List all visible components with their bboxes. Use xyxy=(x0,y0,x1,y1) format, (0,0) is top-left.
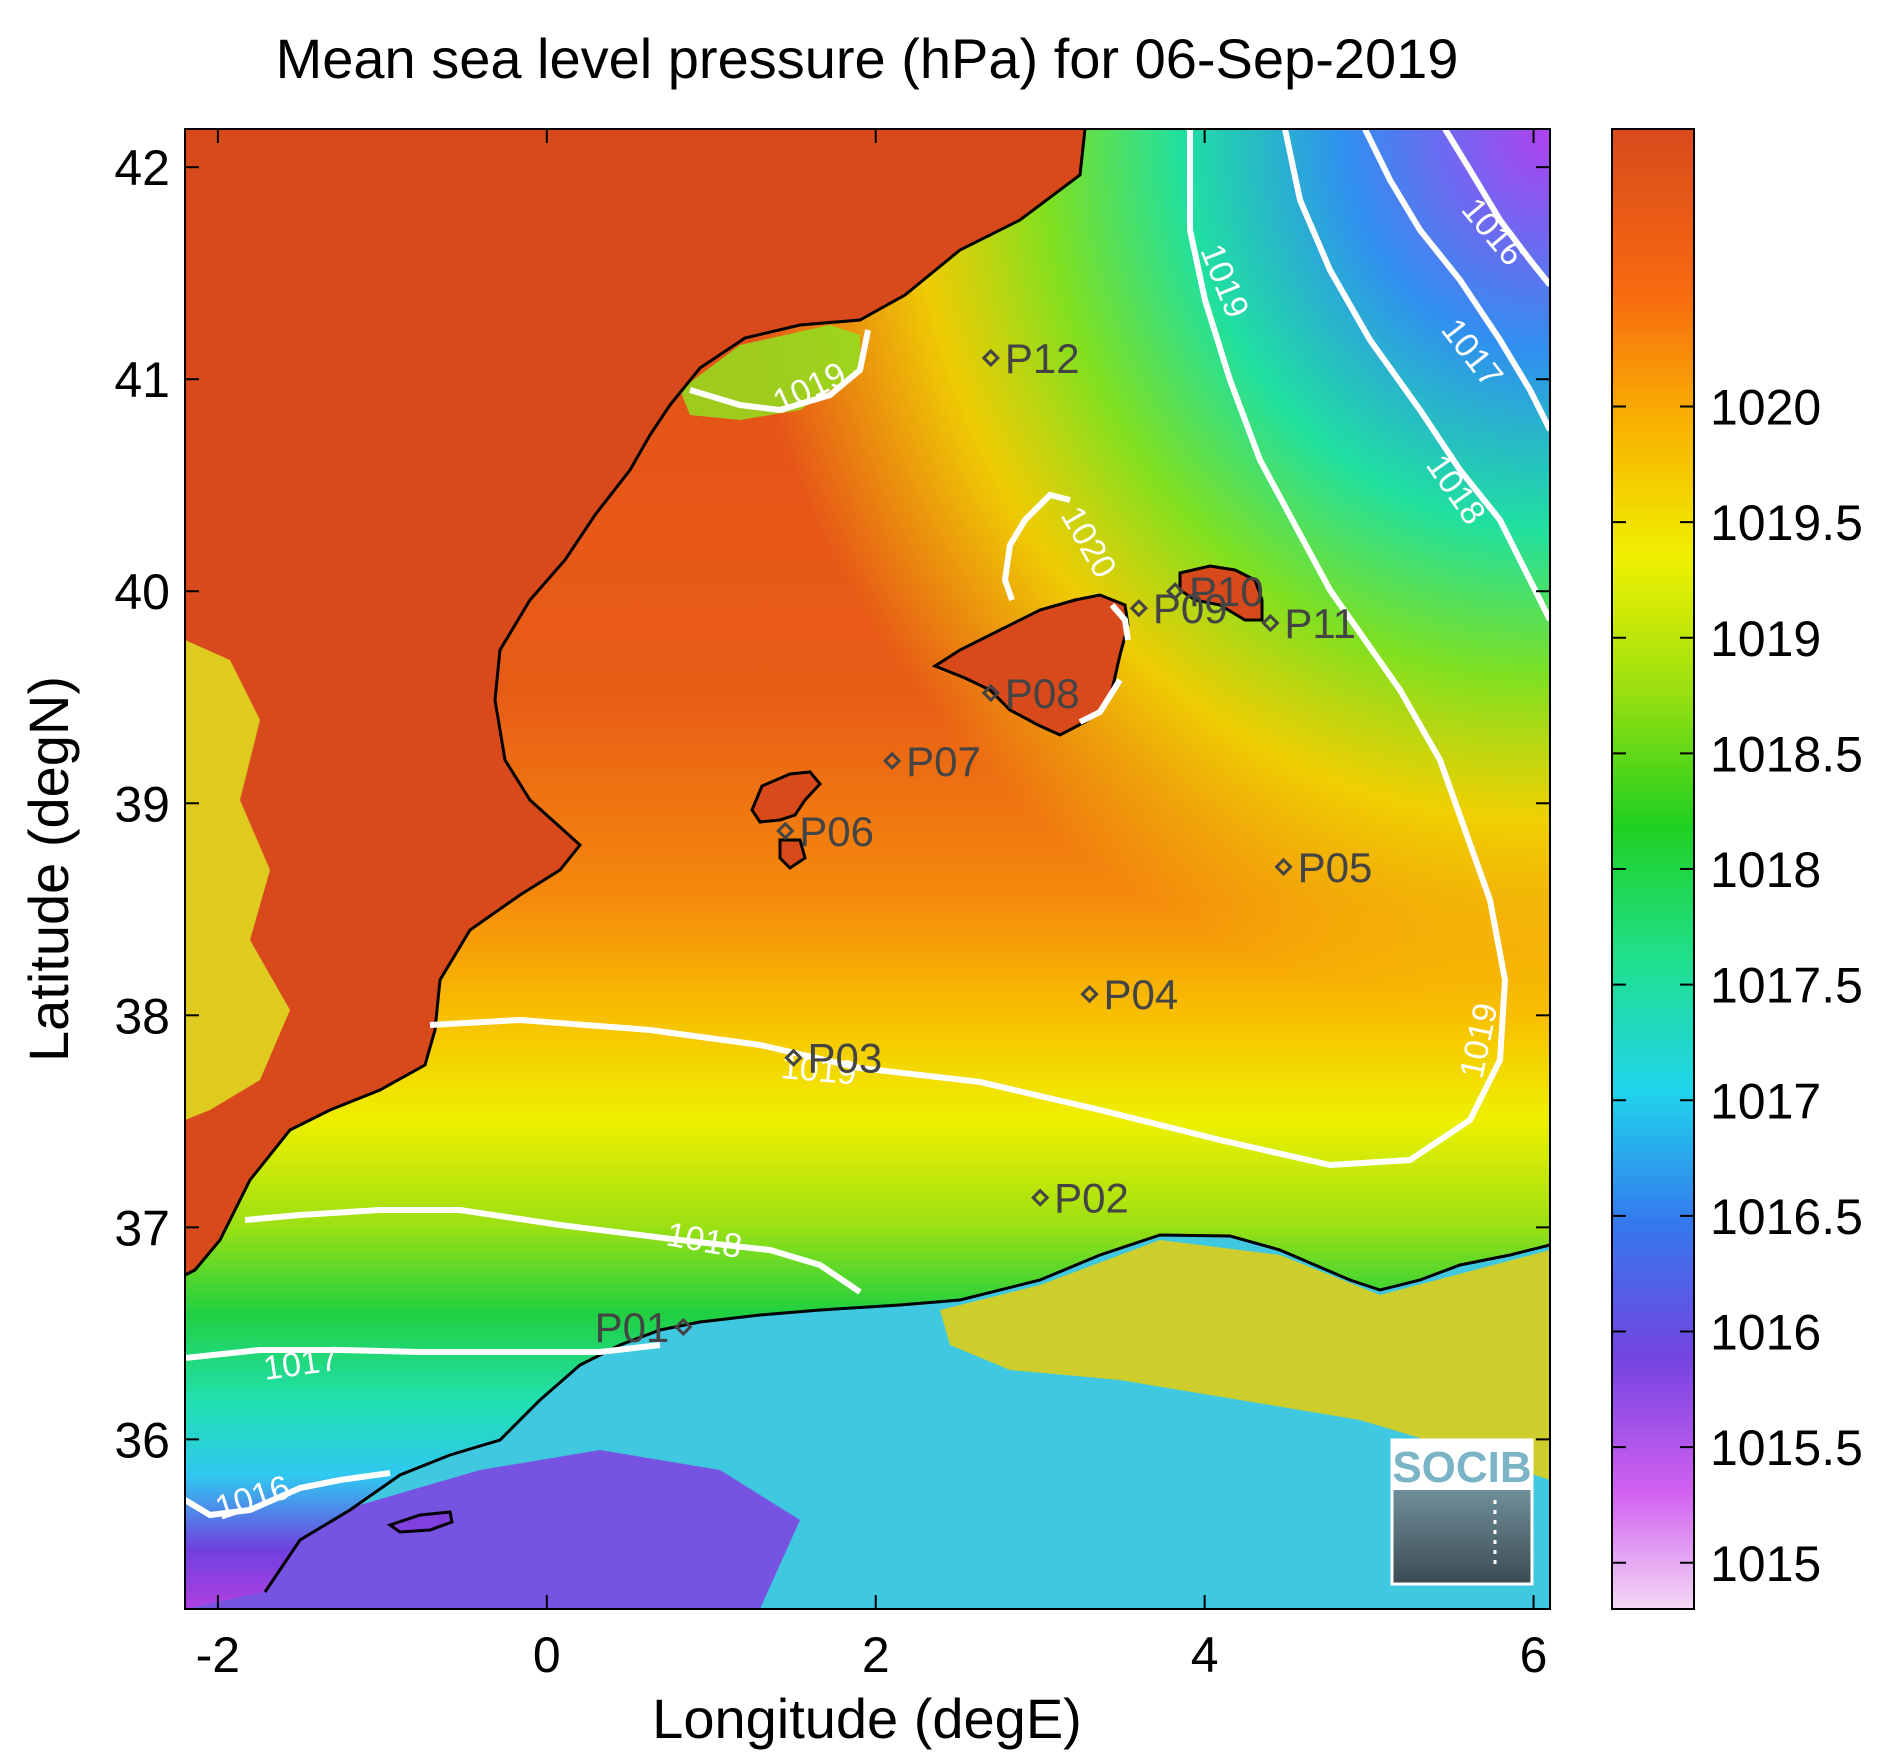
station-label: P06 xyxy=(799,808,874,855)
x-tick-label: 6 xyxy=(1520,1627,1548,1683)
station-marker xyxy=(1129,599,1148,618)
ibiza-island xyxy=(750,770,823,824)
iberia-land xyxy=(185,129,1085,1275)
iberia-coastal-yellow xyxy=(185,640,290,1120)
colorbar: 1015 1015.5 1016 1016.5 1017 1017.5 1018 1018.5… xyxy=(1611,128,1863,1610)
station-marker xyxy=(784,1048,803,1067)
map-title: Mean sea level pressure (hPa) for 06-Sep… xyxy=(276,27,1459,90)
station-label: P01 xyxy=(595,1304,670,1351)
station-label: P08 xyxy=(1005,670,1080,717)
socib-logo: SOCIB xyxy=(1390,1438,1534,1586)
x-axis-title: Longitude (degE) xyxy=(652,1687,1082,1750)
y-tick-label: 40 xyxy=(114,564,170,620)
colorbar-tick-label: 1016.5 xyxy=(1710,1189,1863,1245)
menorca-island xyxy=(1178,564,1264,622)
x-tick-label: 2 xyxy=(862,1627,890,1683)
isobar-1016-east xyxy=(1442,129,1550,287)
station-marker xyxy=(776,821,795,840)
isobar-1016-south xyxy=(185,1470,391,1519)
colorbar-ticks: 1015 1015.5 1016 1016.5 1017 1017.5 1018 1018.5… xyxy=(1612,380,1863,1592)
y-axis-title: Latitude (degN) xyxy=(17,676,80,1062)
alboran-island xyxy=(386,1510,454,1534)
station-marker xyxy=(1080,984,1099,1004)
station-marker xyxy=(981,348,1000,368)
colorbar-tick-label: 1016 xyxy=(1710,1305,1821,1361)
colorbar-tick-label: 1015.5 xyxy=(1710,1420,1863,1476)
station-marker xyxy=(1031,1188,1050,1207)
station-label: P10 xyxy=(1189,568,1264,615)
ebro-green xyxy=(680,325,860,420)
contour-label: 1019 xyxy=(779,1048,858,1092)
isobar-1019-west xyxy=(429,129,1509,1169)
station-label: P05 xyxy=(1298,844,1373,891)
x-tick-label: -2 xyxy=(196,1627,240,1683)
colorbar-tick-label: 1017.5 xyxy=(1710,958,1863,1014)
station-marker xyxy=(1165,582,1185,601)
colorbar-tick-label: 1017 xyxy=(1710,1073,1821,1129)
y-tick-label: 42 xyxy=(114,140,170,196)
station-marker xyxy=(1274,857,1293,877)
pressure-field: 1016 1016 1017 1017 1018 1018 1019 1019 … xyxy=(185,129,1550,1609)
y-tick-label: 39 xyxy=(114,776,170,832)
y-tick-label: 41 xyxy=(114,352,170,408)
station-label: P11 xyxy=(1284,600,1356,647)
isobar-1017-east xyxy=(1362,129,1550,432)
logo-text: SOCIB xyxy=(1392,1443,1531,1492)
isobar-1018-south xyxy=(244,1207,862,1295)
isobar-contours xyxy=(185,129,1550,1519)
isobar-1017-south xyxy=(185,1342,661,1361)
station-marker xyxy=(883,751,902,770)
y-tick-label: 38 xyxy=(114,988,170,1044)
isobar-1020 xyxy=(1001,491,1131,725)
africa-coastline xyxy=(263,1233,1550,1593)
colorbar-tick-label: 1019 xyxy=(1710,611,1821,667)
africa-east-warm xyxy=(940,1240,1550,1480)
station-label: P12 xyxy=(1005,335,1080,382)
station-marker xyxy=(1261,613,1280,633)
station-label: P02 xyxy=(1054,1175,1129,1222)
station-label: P09 xyxy=(1153,585,1228,632)
x-axis-ticks: -2 0 2 4 6 xyxy=(196,129,1548,1683)
colorbar-tick-label: 1018 xyxy=(1710,842,1821,898)
africa-west-purple xyxy=(185,1450,800,1609)
y-tick-label: 37 xyxy=(114,1200,170,1256)
station-label: P04 xyxy=(1104,971,1179,1018)
formentera-island xyxy=(778,838,807,870)
station-marker xyxy=(674,1317,693,1337)
x-tick-label: 4 xyxy=(1191,1627,1219,1683)
station-label: P03 xyxy=(807,1035,882,1082)
colorbar-tick-label: 1020 xyxy=(1710,380,1821,436)
isobar-1018-east xyxy=(1282,129,1550,622)
x-tick-label: 0 xyxy=(533,1627,561,1683)
y-axis-ticks: 36 37 38 39 40 41 42 xyxy=(114,140,1550,1468)
station-label: P07 xyxy=(906,738,981,785)
isobar-1019-ebro xyxy=(689,329,871,414)
y-tick-label: 36 xyxy=(114,1412,170,1468)
colorbar-tick-label: 1015 xyxy=(1710,1536,1821,1592)
colorbar-tick-label: 1019.5 xyxy=(1710,495,1863,551)
colorbar-tick-label: 1018.5 xyxy=(1710,726,1863,782)
plot-frame xyxy=(184,128,1551,1610)
iberia-coastline xyxy=(185,129,1087,1277)
mallorca-island xyxy=(931,593,1130,737)
station-marker xyxy=(981,683,1000,703)
